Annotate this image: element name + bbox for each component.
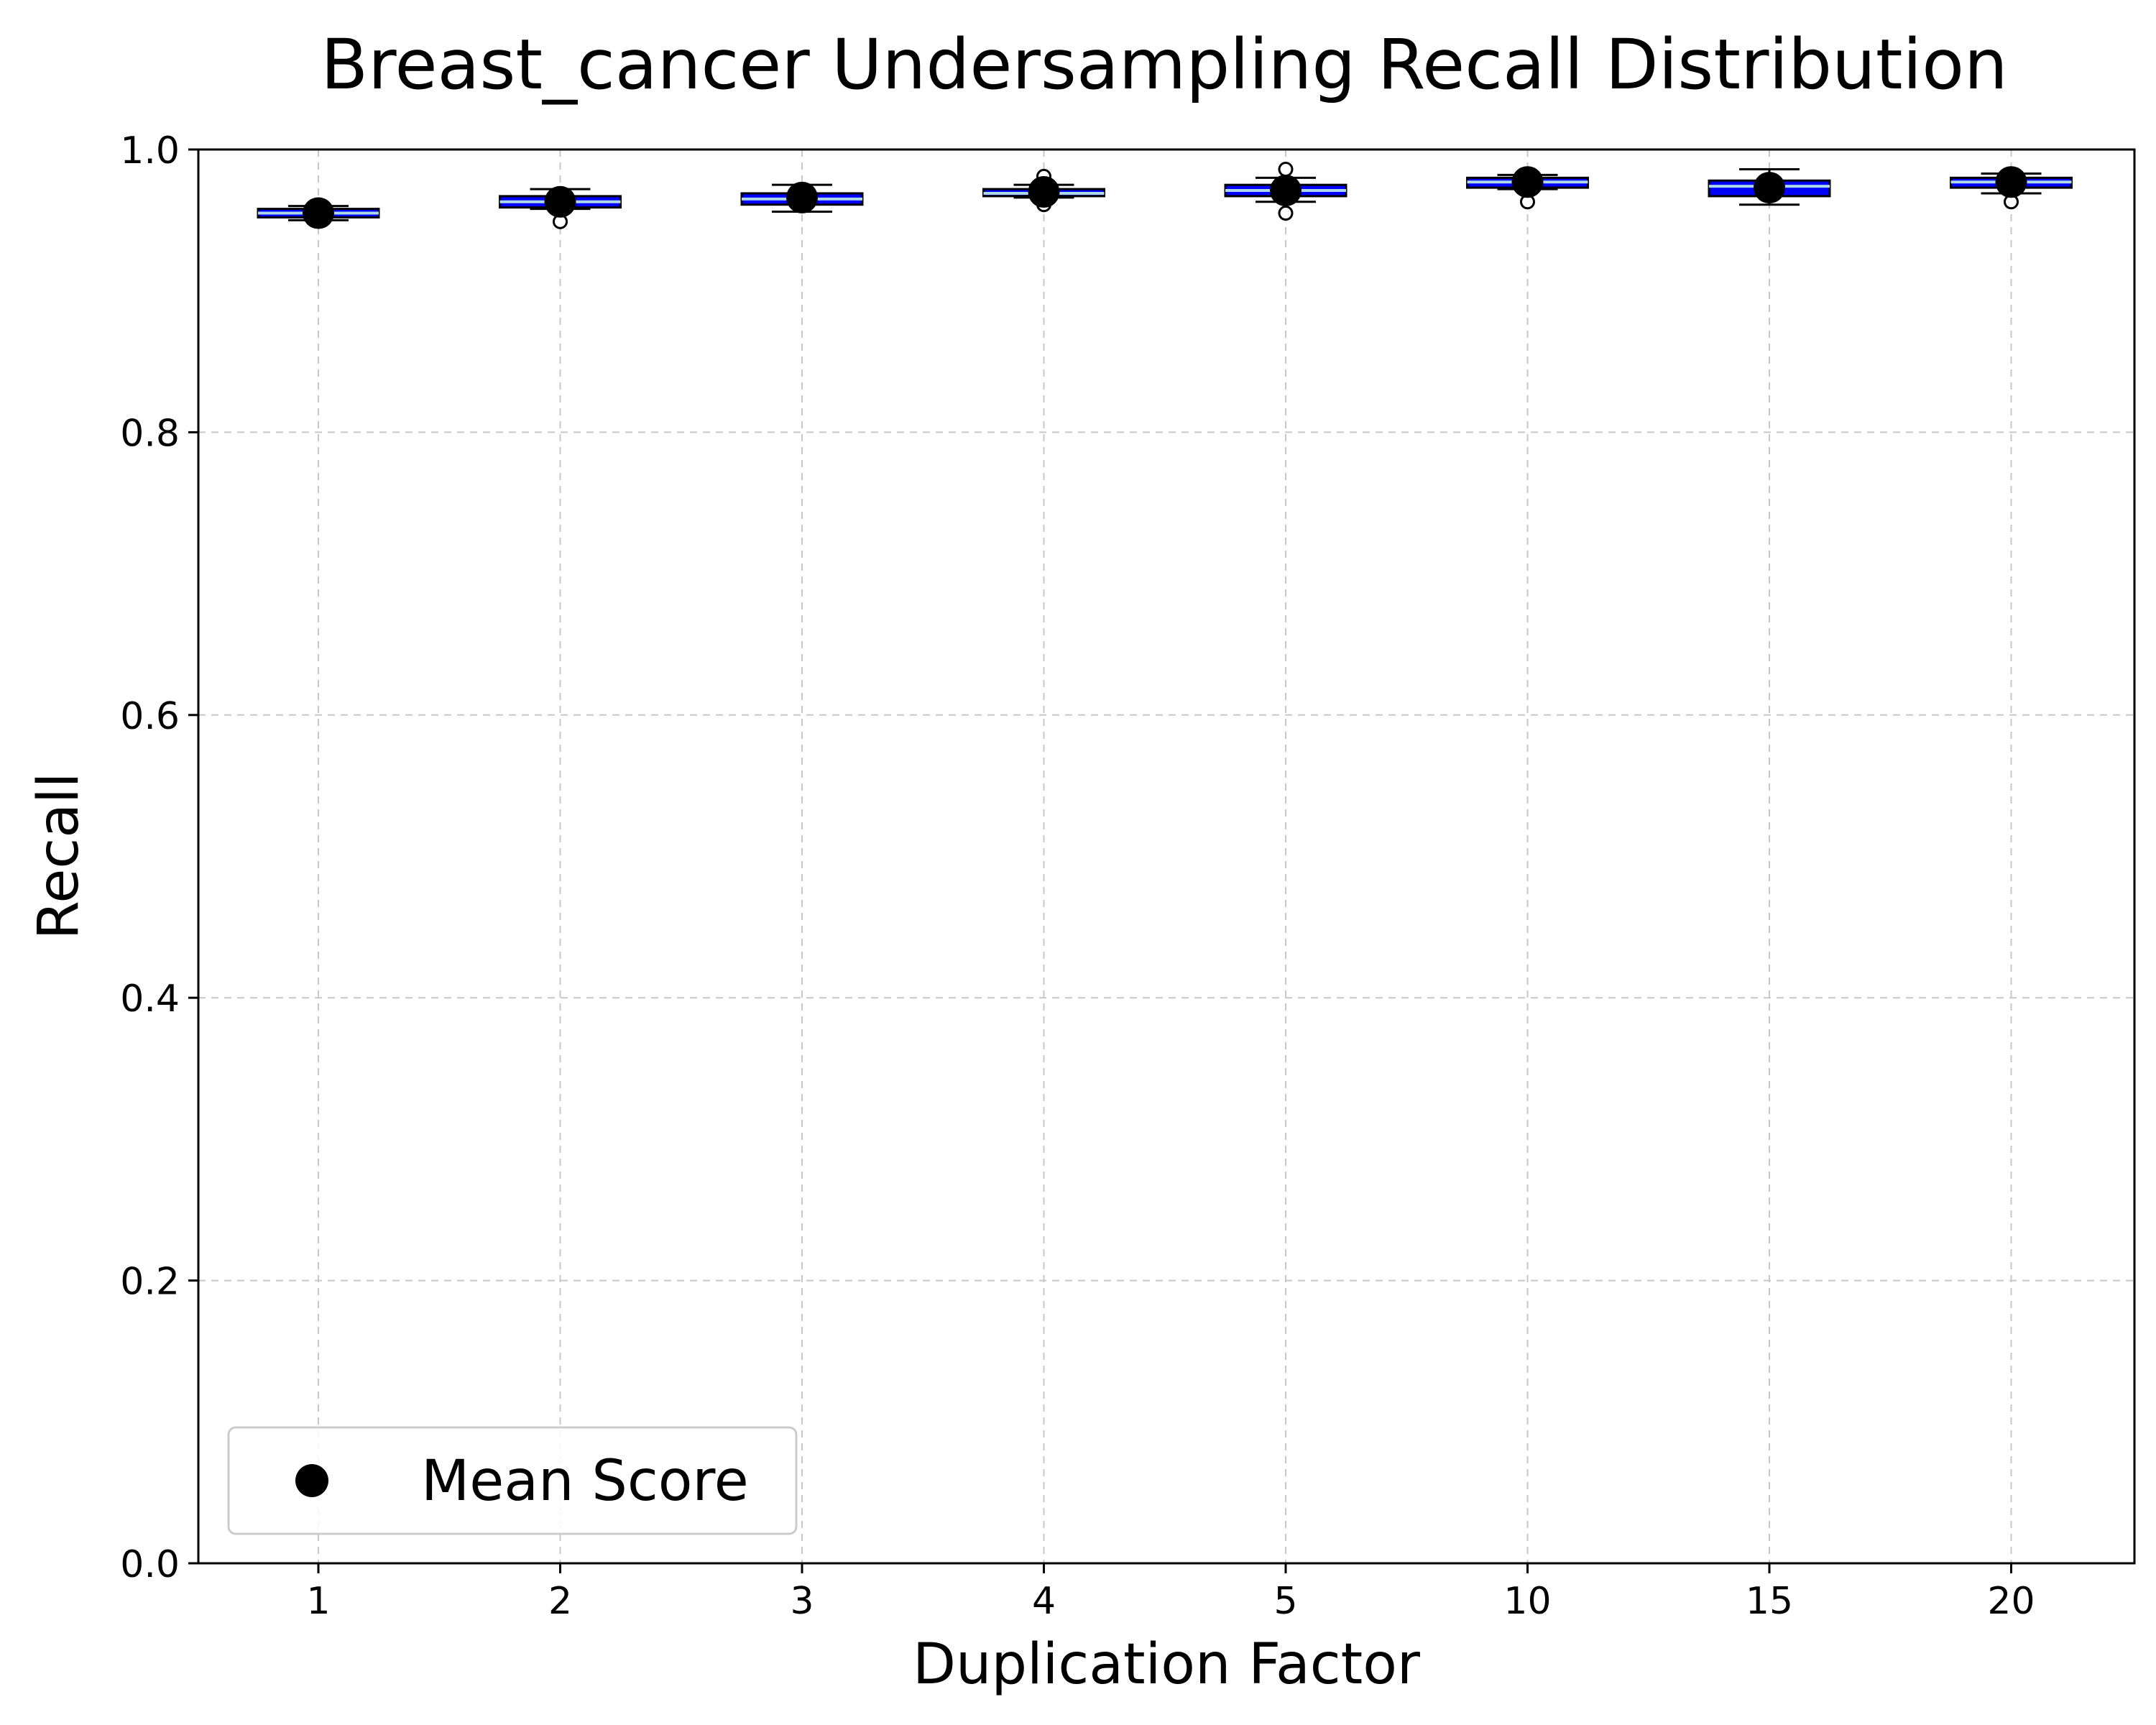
x-tick-label: 10: [1503, 1580, 1551, 1623]
x-tick-label: 1: [306, 1580, 330, 1623]
box-plot-group: [1950, 166, 2073, 210]
mean-score-marker: [1754, 172, 1785, 204]
y-tick-label: 0.2: [120, 1261, 180, 1304]
box-plots: [257, 162, 2073, 229]
legend-label-mean-score: Mean Score: [421, 1449, 749, 1514]
y-tick-label: 0.4: [120, 978, 180, 1021]
x-axis-ticks: 1 2 3 4 5 10 15 20: [306, 1563, 2035, 1623]
box-plot-group: [1708, 168, 1831, 206]
box-plot-group: [1224, 162, 1348, 221]
x-tick-label: 4: [1032, 1580, 1056, 1623]
plot-frame: [197, 148, 2136, 1565]
box-outlier: [1278, 162, 1294, 178]
x-tick-label: 3: [790, 1580, 814, 1623]
y-tick-label: 1.0: [120, 129, 180, 172]
x-tick-label: 20: [1987, 1580, 2035, 1623]
grid-lines: [198, 150, 2134, 1563]
legend-box: [227, 1426, 798, 1535]
y-tick-label: 0.0: [120, 1543, 180, 1586]
x-tick-label: 5: [1273, 1580, 1297, 1623]
box-outlier: [1278, 206, 1294, 221]
x-axis-label: Duplication Factor: [913, 1632, 1421, 1697]
box-plot-group: [499, 185, 622, 229]
chart-title: Breast_cancer Undersampling Recall Distr…: [321, 24, 2008, 105]
y-axis-label: Recall: [27, 773, 91, 940]
y-tick-label: 0.6: [120, 695, 180, 738]
mean-score-marker: [1511, 166, 1544, 198]
y-tick-label: 0.8: [120, 412, 180, 455]
mean-score-marker: [544, 185, 576, 218]
legend: Mean Score: [227, 1426, 798, 1535]
box-plot-group: [982, 168, 1105, 213]
mean-score-marker: [1028, 176, 1060, 208]
y-axis-ticks: 0.0 0.2 0.4 0.6 0.8 1.0: [120, 129, 198, 1586]
x-tick-label: 15: [1746, 1580, 1793, 1623]
x-tick-label: 2: [548, 1580, 572, 1623]
legend-marker-mean-score: [295, 1464, 328, 1497]
box-plot-group: [1466, 166, 1589, 210]
box-plot-group: [257, 197, 380, 229]
mean-score-marker: [1270, 175, 1302, 207]
mean-score-marker: [303, 197, 334, 229]
mean-score-marker: [786, 181, 818, 213]
mean-score-marker: [1995, 166, 2027, 198]
box-plot-group: [740, 181, 864, 213]
